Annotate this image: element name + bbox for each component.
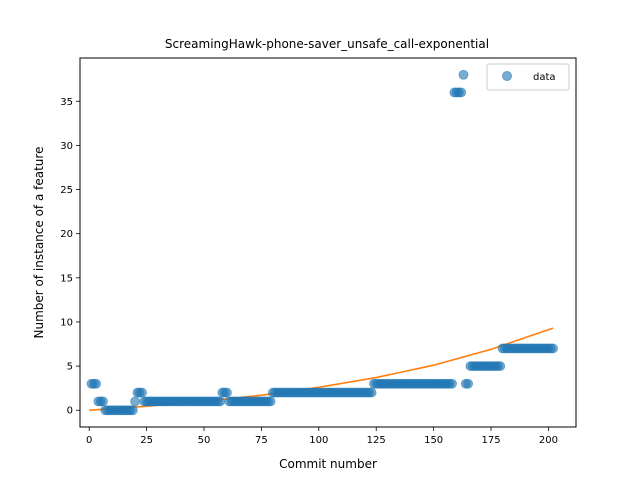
y-tick-label: 15 <box>60 273 73 284</box>
y-tick-label: 20 <box>60 229 73 240</box>
chart-title: ScreamingHawk-phone-saver_unsafe_call-ex… <box>165 37 489 51</box>
x-tick-label: 100 <box>309 435 328 446</box>
data-point <box>127 405 138 416</box>
data-point <box>366 387 377 398</box>
data-point <box>548 343 558 354</box>
y-tick-label: 10 <box>60 317 73 328</box>
data-point <box>447 378 457 389</box>
x-tick-label: 0 <box>86 435 92 446</box>
x-tick-label: 50 <box>198 435 211 446</box>
y-tick-label: 35 <box>60 97 73 108</box>
data-point <box>137 387 147 398</box>
x-tick-label: 25 <box>140 435 153 446</box>
data-point <box>215 396 225 407</box>
data-point <box>222 387 232 398</box>
x-tick-label: 175 <box>481 435 500 446</box>
data-point <box>130 396 141 407</box>
data-points-layer <box>86 69 558 416</box>
x-tick-label: 75 <box>255 435 268 446</box>
y-tick-label: 5 <box>67 362 73 373</box>
legend-marker <box>502 71 512 81</box>
x-tick-label: 150 <box>424 435 443 446</box>
data-point <box>495 361 506 371</box>
data-point <box>456 87 467 98</box>
legend: data <box>486 63 570 91</box>
x-axis-ticks: 0 25 50 75 100 125 150 175 200 <box>86 427 558 446</box>
data-point <box>98 396 108 407</box>
x-axis-label: Commit number <box>279 457 377 471</box>
y-tick-label: 25 <box>60 185 73 196</box>
legend-box <box>486 63 570 91</box>
plot-frame <box>79 57 577 428</box>
data-point <box>463 378 473 389</box>
data-point <box>265 396 276 407</box>
x-tick-label: 200 <box>539 435 558 446</box>
legend-label: data <box>533 72 556 83</box>
data-point <box>91 378 101 389</box>
x-tick-label: 125 <box>367 435 386 446</box>
y-tick-label: 0 <box>67 406 73 417</box>
data-point <box>458 69 469 80</box>
y-tick-label: 30 <box>60 141 73 152</box>
y-axis-ticks: 0 5 10 15 20 25 30 35 <box>60 97 80 417</box>
y-axis-label: Number of instance of a feature <box>32 147 46 339</box>
